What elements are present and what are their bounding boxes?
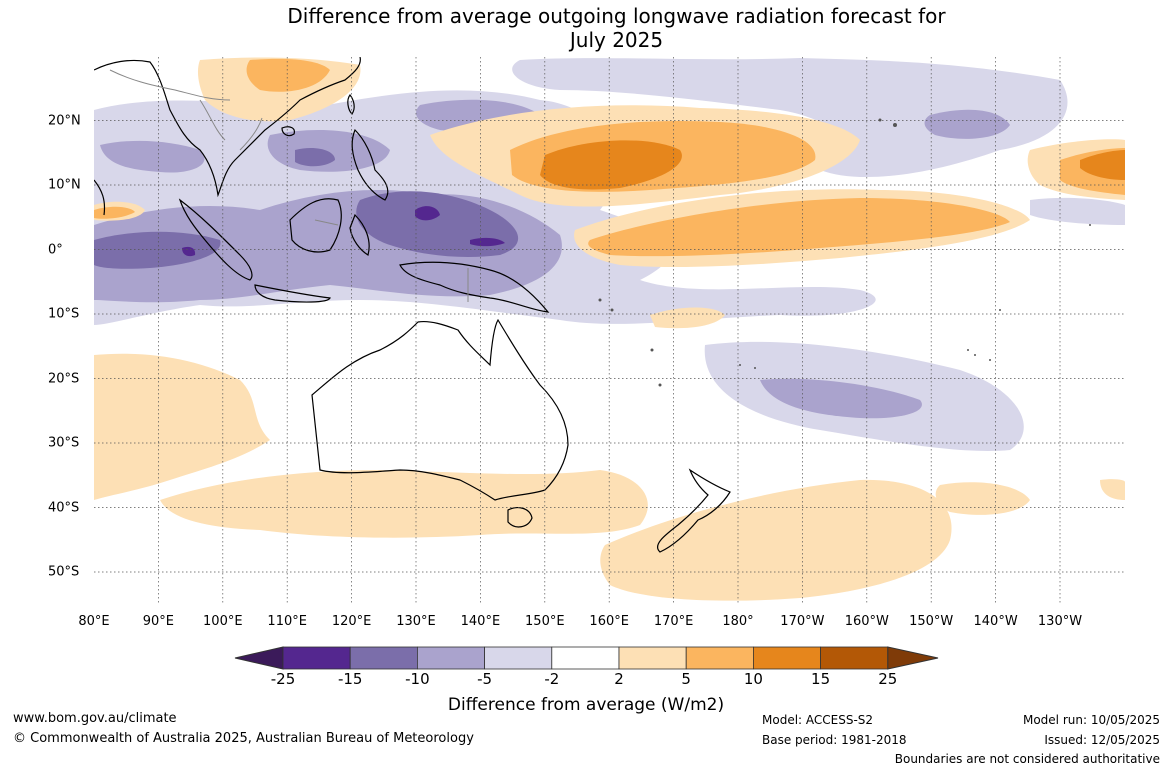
latitude-label: 10°N: [48, 177, 81, 193]
negative-anomaly-shading: [94, 58, 1125, 451]
positive-anomaly-shading: [94, 57, 1125, 601]
map-title-line1: Difference from average outgoing longwav…: [287, 4, 946, 28]
colorbar-bin: [349, 646, 418, 670]
small-islands: [598, 118, 1091, 387]
colorbar-bin: [484, 646, 553, 670]
longitude-label: 170°W: [780, 614, 825, 629]
longitude-label: 130°W: [1037, 614, 1083, 629]
latitude-label: 20°N: [48, 113, 81, 128]
longitude-label: 160°W: [844, 614, 889, 629]
longitude-label: 90°E: [142, 614, 175, 629]
new-zealand-coast: [657, 468, 731, 553]
java-coast: [254, 284, 331, 303]
copyright-text: © Commonwealth of Australia 2025, Austra…: [13, 731, 474, 746]
longitude-label: 130°E: [396, 614, 436, 629]
colorbar-bin: [618, 646, 687, 670]
graticule: [94, 57, 1125, 605]
colorbar-tick-label: 15: [811, 670, 831, 688]
coastlines: [94, 57, 731, 553]
longitude-label: 180°: [722, 614, 754, 629]
longitude-label: 140°W: [973, 614, 1018, 629]
colorbar-tick-label: -2: [544, 670, 560, 688]
base-period-text: Base period: 1981-2018: [762, 733, 907, 747]
australia-coast: [311, 318, 569, 501]
colorbar-bin: [416, 646, 485, 670]
model-run-text: Model run: 10/05/2025: [1022, 713, 1160, 727]
longitude-label: 110°E: [267, 614, 307, 629]
website-link[interactable]: www.bom.gov.au/climate: [13, 711, 177, 726]
longitude-label: 160°E: [589, 614, 629, 629]
colorbar-bin: [685, 646, 754, 670]
map-title-line2: July 2025: [569, 28, 664, 52]
longitude-label: 150°E: [525, 614, 565, 629]
colorbar-title: Difference from average (W/m2): [447, 695, 725, 715]
colorbar-tick-label: -10: [405, 670, 430, 688]
mainland-asia-coast: [94, 57, 361, 198]
longitude-label: 150°W: [909, 614, 954, 629]
colorbar-bin: [820, 646, 889, 670]
map-title: Difference from average outgoing longwav…: [0, 4, 1173, 52]
tasmania-coast: [507, 507, 533, 528]
longitude-label: 120°E: [331, 614, 372, 629]
colorbar-tick-label: -25: [270, 670, 296, 688]
colorbar-extend-max: [887, 646, 939, 670]
model-text: Model: ACCESS-S2: [762, 713, 874, 727]
disclaimer-text: Boundaries are not considered authoritat…: [894, 752, 1160, 766]
issued-text: Issued: 12/05/2025: [1044, 733, 1160, 747]
longitude-label: 80°E: [78, 614, 110, 629]
latitude-label: 50°S: [48, 564, 80, 580]
borneo-coast: [289, 198, 342, 253]
colorbar-tick-label: 25: [878, 670, 898, 688]
colorbar-bin: [753, 646, 822, 670]
longitude-label: 100°E: [203, 614, 243, 629]
latitude-label: 0°: [48, 242, 63, 257]
latitude-label: 40°S: [48, 500, 80, 515]
anomaly-fields: [94, 57, 1125, 605]
latitude-label: 10°S: [48, 306, 80, 322]
colorbar-tick-label: 2: [614, 670, 624, 688]
philippines-coast: [351, 128, 389, 201]
new-guinea-coast: [399, 261, 550, 313]
colorbar-extend-min: [234, 646, 284, 670]
colorbar-bin: [551, 646, 620, 670]
colorbar-tick-label: 5: [681, 670, 691, 688]
colorbar: [234, 646, 939, 670]
longitude-label: 140°E: [460, 614, 501, 629]
latitude-label: 30°S: [48, 435, 80, 451]
hainan-coast: [281, 126, 295, 137]
colorbar-tick-label: -5: [477, 670, 493, 688]
latitude-label: 20°S: [48, 371, 80, 386]
colorbar-tick-label: 10: [743, 670, 763, 688]
taiwan-coast: [347, 94, 355, 115]
sumatra-coast: [178, 198, 253, 281]
india-coast: [94, 179, 106, 216]
longitude-label: 170°E: [653, 614, 694, 629]
colorbar-tick-label: -15: [337, 670, 363, 688]
colorbar-bin: [282, 646, 351, 670]
